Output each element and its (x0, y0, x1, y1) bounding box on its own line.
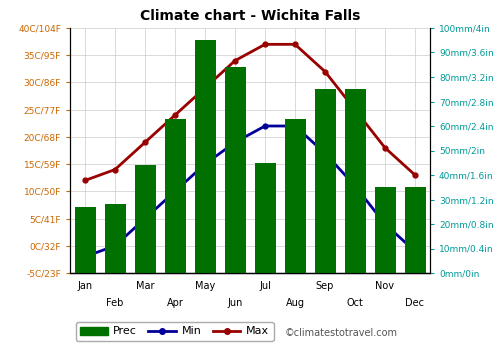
Bar (284, 119, 306, 273)
Text: Aug: Aug (286, 298, 304, 308)
Bar (134, 165, 156, 273)
Bar (344, 89, 366, 273)
Bar (314, 89, 336, 273)
Text: Oct: Oct (346, 298, 364, 308)
Title: Climate chart - Wichita Falls: Climate chart - Wichita Falls (140, 9, 360, 23)
Text: Dec: Dec (406, 298, 424, 308)
Bar (404, 187, 425, 273)
Bar (374, 187, 396, 273)
Text: Mar: Mar (136, 281, 154, 291)
Bar (104, 204, 126, 273)
Text: ©climatestotravel.com: ©climatestotravel.com (285, 328, 398, 338)
Text: Apr: Apr (166, 298, 184, 308)
Bar (194, 40, 216, 273)
Bar (254, 163, 276, 273)
Legend: Prec, Min, Max: Prec, Min, Max (76, 322, 274, 341)
Text: May: May (195, 281, 215, 291)
Text: Jul: Jul (259, 281, 271, 291)
Text: Feb: Feb (106, 298, 124, 308)
Text: Jan: Jan (78, 281, 92, 291)
Bar (74, 207, 96, 273)
Bar (224, 67, 246, 273)
Text: Sep: Sep (316, 281, 334, 291)
Text: Nov: Nov (376, 281, 394, 291)
Text: Jun: Jun (228, 298, 242, 308)
Bar (164, 119, 186, 273)
